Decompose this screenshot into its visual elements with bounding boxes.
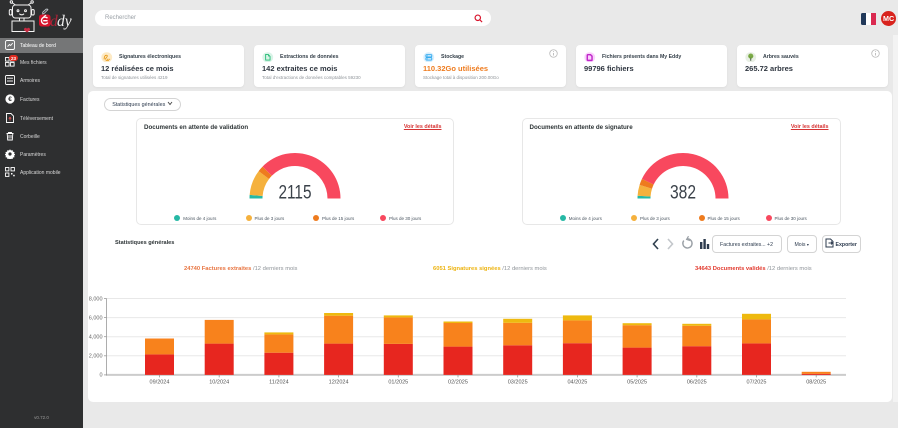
svg-text:2115: 2115 (279, 182, 312, 203)
svg-text:8,000: 8,000 (89, 296, 103, 302)
svg-text:dy: dy (57, 13, 72, 30)
svg-text:€: € (8, 96, 12, 103)
svg-text:10/2024: 10/2024 (209, 379, 229, 385)
svg-text:06/2025: 06/2025 (687, 379, 707, 385)
svg-text:6,000: 6,000 (89, 315, 103, 321)
svg-text:08/2025: 08/2025 (806, 379, 826, 385)
svg-text:09/2024: 09/2024 (150, 379, 170, 385)
svg-text:d: d (50, 13, 58, 30)
svg-text:12/2024: 12/2024 (329, 379, 349, 385)
svg-text:01/2025: 01/2025 (388, 379, 408, 385)
svg-text:0: 0 (99, 373, 102, 379)
svg-text:03/2025: 03/2025 (508, 379, 528, 385)
svg-text:05/2025: 05/2025 (627, 379, 647, 385)
svg-text:11/2024: 11/2024 (269, 379, 288, 385)
svg-text:07/2025: 07/2025 (747, 379, 767, 385)
svg-text:4,000: 4,000 (89, 335, 103, 341)
svg-text:04/2025: 04/2025 (567, 379, 587, 385)
svg-text:2,000: 2,000 (89, 354, 103, 360)
svg-text:02/2025: 02/2025 (448, 379, 468, 385)
svg-text:382: 382 (670, 182, 696, 203)
